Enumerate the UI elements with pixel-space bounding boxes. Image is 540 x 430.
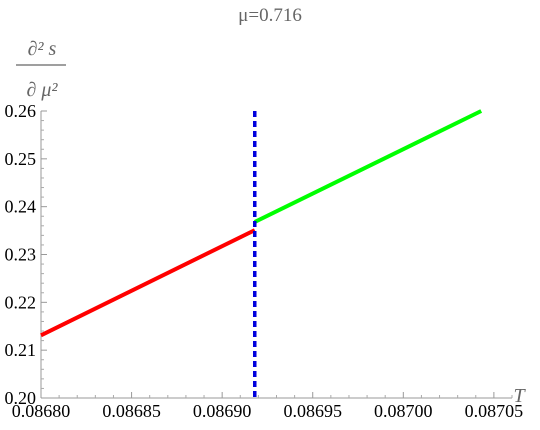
x-axis-label: T <box>513 385 526 407</box>
chart-title: μ=0.716 <box>238 5 302 26</box>
plot-area <box>40 109 483 398</box>
y-tick-label: 0.20 <box>5 388 37 408</box>
x-tick-label: 0.08695 <box>283 401 342 421</box>
y-tick-label: 0.24 <box>5 197 37 217</box>
x-tick-label: 0.08680 <box>12 401 71 421</box>
x-tick-label: 0.08690 <box>193 401 252 421</box>
y-axis-label-numerator: ∂² s <box>28 38 57 60</box>
series-line <box>40 228 256 338</box>
y-axis-label: ∂² s ∂ μ² <box>16 38 66 101</box>
x-tick-label: 0.08700 <box>374 401 433 421</box>
series-line <box>253 109 483 224</box>
y-tick-label: 0.25 <box>5 149 37 169</box>
x-tick-label: 0.08705 <box>465 401 524 421</box>
y-tick-label: 0.22 <box>5 292 37 312</box>
y-axis-label-denominator: ∂ μ² <box>27 79 59 101</box>
y-tick-label: 0.21 <box>5 340 37 360</box>
y-tick-label: 0.26 <box>5 101 37 121</box>
y-tick-label: 0.23 <box>5 245 37 265</box>
x-tick-label: 0.08685 <box>102 401 161 421</box>
axis-ticks: 0.20 0.21 0.22 0.23 0.24 0.25 0.26 0.08680 0.086… <box>5 101 524 421</box>
